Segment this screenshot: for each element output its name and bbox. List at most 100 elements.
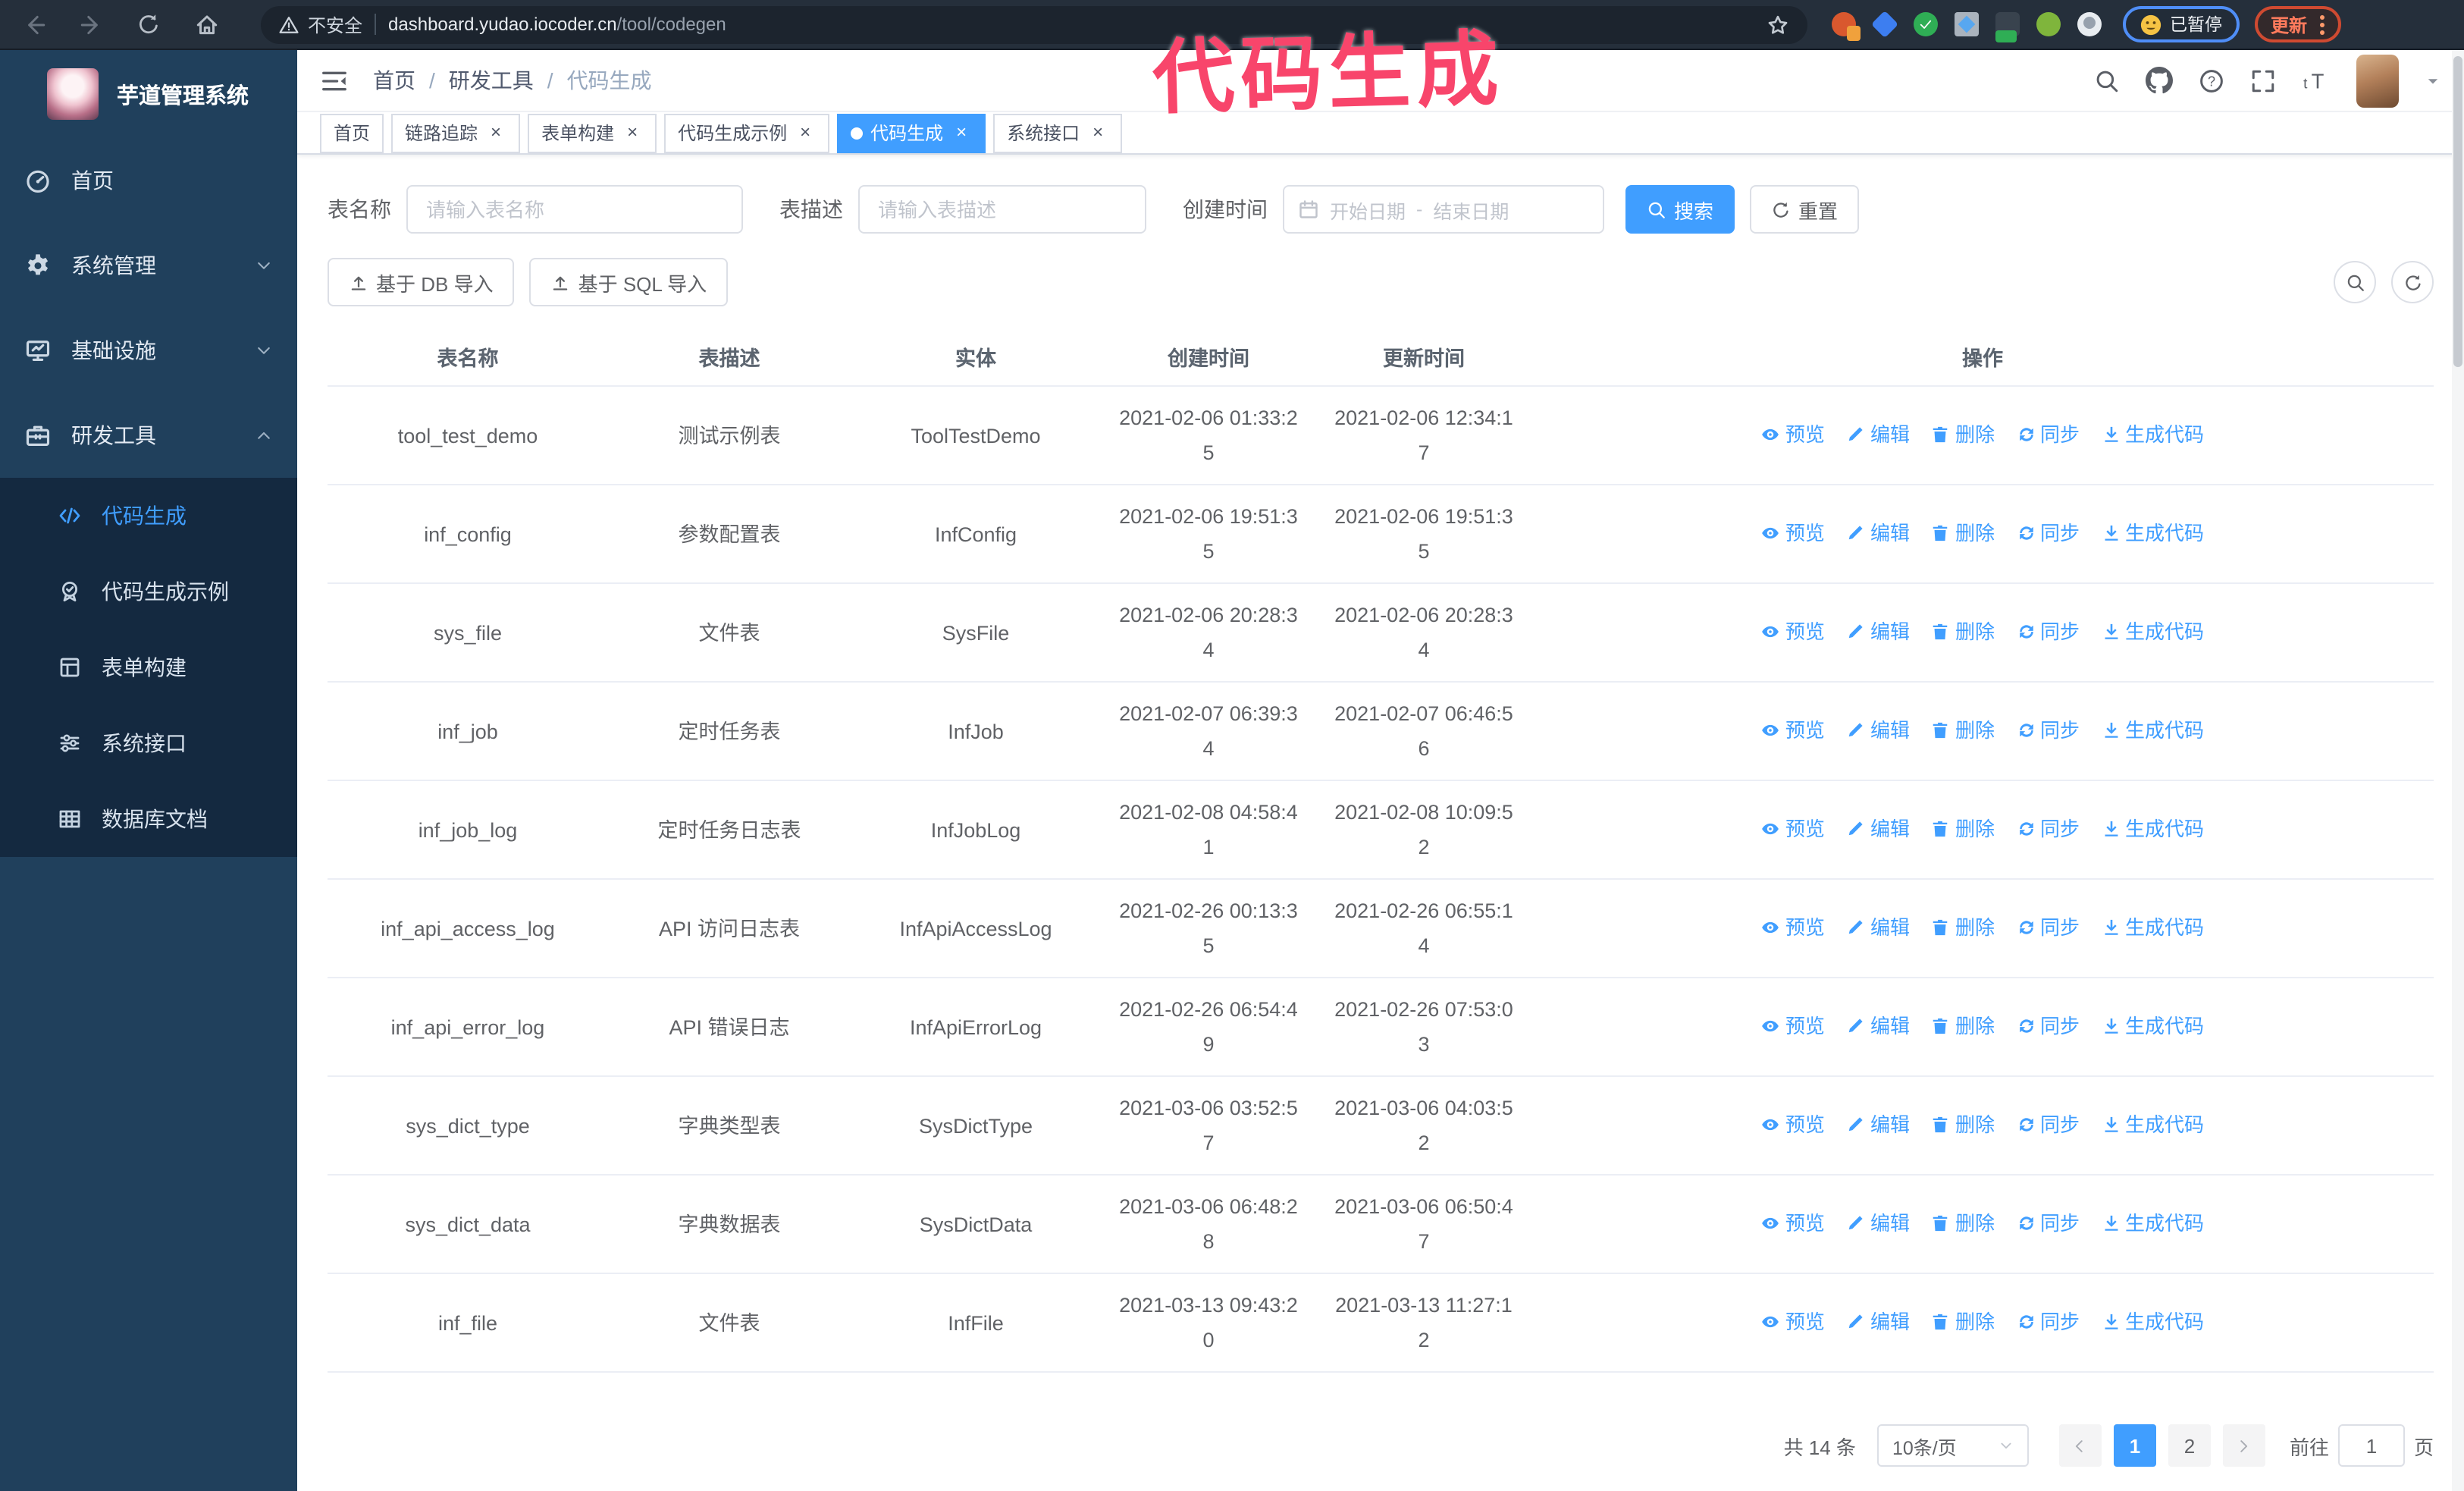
- address-bar[interactable]: 不安全 dashboard.yudao.iocoder.cn/tool/code…: [261, 5, 1807, 43]
- breadcrumb-home[interactable]: 首页: [373, 68, 415, 93]
- security-warning[interactable]: 不安全: [279, 11, 362, 37]
- page-button-2[interactable]: 2: [2168, 1424, 2211, 1467]
- sidebar-item-codegen-example[interactable]: 代码生成示例: [0, 554, 297, 629]
- reload-icon[interactable]: [130, 6, 167, 42]
- table-desc-input[interactable]: [858, 185, 1146, 234]
- action-download[interactable]: 生成代码: [2101, 1008, 2204, 1043]
- page-button-1[interactable]: 1: [2113, 1424, 2156, 1467]
- tab-0[interactable]: 首页: [320, 113, 384, 153]
- sidebar-item-infra[interactable]: 基础设施: [0, 308, 297, 393]
- github-icon[interactable]: [2146, 67, 2173, 94]
- next-page-button[interactable]: [2222, 1424, 2265, 1467]
- action-download[interactable]: 生成代码: [2101, 416, 2204, 451]
- action-edit[interactable]: 编辑: [1846, 1008, 1910, 1043]
- action-download[interactable]: 生成代码: [2101, 515, 2204, 550]
- action-edit[interactable]: 编辑: [1846, 1205, 1910, 1240]
- action-download[interactable]: 生成代码: [2101, 909, 2204, 944]
- table-name-input[interactable]: [406, 185, 743, 234]
- close-icon[interactable]: ×: [627, 121, 638, 143]
- close-icon[interactable]: ×: [956, 121, 967, 143]
- date-range-picker[interactable]: 开始日期 - 结束日期: [1283, 185, 1604, 234]
- action-eye[interactable]: 预览: [1761, 1304, 1825, 1339]
- action-delete[interactable]: 删除: [1931, 1106, 1995, 1141]
- close-icon[interactable]: ×: [491, 121, 502, 143]
- action-sync[interactable]: 同步: [2016, 1106, 2080, 1141]
- action-edit[interactable]: 编辑: [1846, 909, 1910, 944]
- action-sync[interactable]: 同步: [2016, 614, 2080, 648]
- action-edit[interactable]: 编辑: [1846, 515, 1910, 550]
- action-edit[interactable]: 编辑: [1846, 1304, 1910, 1339]
- action-delete[interactable]: 删除: [1931, 614, 1995, 648]
- sidebar-item-devtools[interactable]: 研发工具: [0, 393, 297, 478]
- sidebar-item-db-doc[interactable]: 数据库文档: [0, 781, 297, 857]
- action-eye[interactable]: 预览: [1761, 1008, 1825, 1043]
- action-download[interactable]: 生成代码: [2101, 1304, 2204, 1339]
- action-download[interactable]: 生成代码: [2101, 811, 2204, 846]
- action-eye[interactable]: 预览: [1761, 909, 1825, 944]
- tab-1[interactable]: 链路追踪 ×: [391, 113, 521, 153]
- sidebar-item-system[interactable]: 系统管理: [0, 223, 297, 308]
- back-icon[interactable]: [15, 6, 52, 42]
- action-download[interactable]: 生成代码: [2101, 1106, 2204, 1141]
- reset-button[interactable]: 重置: [1750, 185, 1860, 234]
- action-sync[interactable]: 同步: [2016, 712, 2080, 747]
- action-sync[interactable]: 同步: [2016, 811, 2080, 846]
- action-edit[interactable]: 编辑: [1846, 416, 1910, 451]
- app-logo[interactable]: 芋道管理系统: [0, 50, 297, 138]
- paused-badge[interactable]: 已暂停: [2123, 6, 2239, 42]
- import-sql-button[interactable]: 基于 SQL 导入: [529, 258, 729, 306]
- import-db-button[interactable]: 基于 DB 导入: [328, 258, 515, 306]
- action-sync[interactable]: 同步: [2016, 909, 2080, 944]
- action-download[interactable]: 生成代码: [2101, 712, 2204, 747]
- extension-on-icon[interactable]: [1995, 12, 2020, 42]
- action-delete[interactable]: 删除: [1931, 1304, 1995, 1339]
- action-eye[interactable]: 预览: [1761, 1106, 1825, 1141]
- action-sync[interactable]: 同步: [2016, 1205, 2080, 1240]
- sidebar-item-system-api[interactable]: 系统接口: [0, 705, 297, 781]
- action-eye[interactable]: 预览: [1761, 515, 1825, 550]
- action-sync[interactable]: 同步: [2016, 1008, 2080, 1043]
- home-icon[interactable]: [188, 6, 224, 42]
- action-delete[interactable]: 删除: [1931, 1008, 1995, 1043]
- scrollbar-thumb[interactable]: [2453, 56, 2462, 367]
- search-icon[interactable]: [2094, 67, 2120, 93]
- refresh-table-button[interactable]: [2391, 261, 2434, 303]
- action-eye[interactable]: 预览: [1761, 811, 1825, 846]
- extension-check-icon[interactable]: [1914, 12, 1938, 36]
- toggle-search-button[interactable]: [2334, 261, 2376, 303]
- forward-icon[interactable]: [73, 6, 109, 42]
- action-edit[interactable]: 编辑: [1846, 614, 1910, 648]
- prev-page-button[interactable]: [2058, 1424, 2102, 1467]
- scrollbar[interactable]: [2452, 50, 2464, 1491]
- action-download[interactable]: 生成代码: [2101, 614, 2204, 648]
- action-edit[interactable]: 编辑: [1846, 712, 1910, 747]
- caret-down-icon[interactable]: [2425, 72, 2441, 89]
- extension-icon[interactable]: [1832, 12, 1861, 41]
- action-delete[interactable]: 删除: [1931, 1205, 1995, 1240]
- action-eye[interactable]: 预览: [1761, 1205, 1825, 1240]
- browser-menu-icon[interactable]: [2319, 14, 2324, 34]
- action-edit[interactable]: 编辑: [1846, 1106, 1910, 1141]
- sidebar-item-home[interactable]: 首页: [0, 138, 297, 223]
- search-button[interactable]: 搜索: [1625, 185, 1735, 234]
- action-sync[interactable]: 同步: [2016, 515, 2080, 550]
- action-eye[interactable]: 预览: [1761, 416, 1825, 451]
- tab-3[interactable]: 代码生成示例 ×: [664, 113, 830, 153]
- tab-5[interactable]: 系统接口 ×: [993, 113, 1123, 153]
- goto-page-input[interactable]: [2337, 1424, 2405, 1467]
- action-delete[interactable]: 删除: [1931, 515, 1995, 550]
- user-avatar[interactable]: [2356, 54, 2399, 108]
- action-delete[interactable]: 删除: [1931, 811, 1995, 846]
- bookmark-star-icon[interactable]: [1766, 13, 1789, 36]
- extension-icon[interactable]: [1955, 12, 1979, 36]
- update-button[interactable]: 更新: [2254, 6, 2341, 42]
- sidebar-item-form-builder[interactable]: 表单构建: [0, 629, 297, 705]
- extension-icon[interactable]: [2036, 12, 2061, 36]
- action-delete[interactable]: 删除: [1931, 909, 1995, 944]
- action-delete[interactable]: 删除: [1931, 416, 1995, 451]
- browser-profile-icon[interactable]: [2077, 12, 2102, 36]
- action-edit[interactable]: 编辑: [1846, 811, 1910, 846]
- hamburger-icon[interactable]: [320, 66, 349, 95]
- close-icon[interactable]: ×: [1092, 121, 1104, 143]
